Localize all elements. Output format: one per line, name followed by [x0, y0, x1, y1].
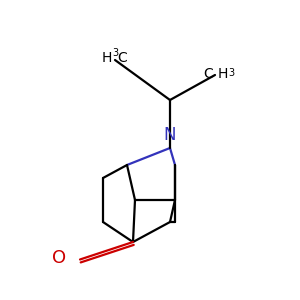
Text: 3: 3 [229, 68, 235, 78]
Text: N: N [164, 125, 176, 143]
Text: C: C [117, 52, 127, 65]
Text: O: O [52, 249, 66, 267]
Text: 3: 3 [112, 49, 118, 58]
Text: H: H [102, 52, 112, 65]
Text: C: C [204, 67, 214, 80]
Text: H: H [218, 67, 228, 80]
